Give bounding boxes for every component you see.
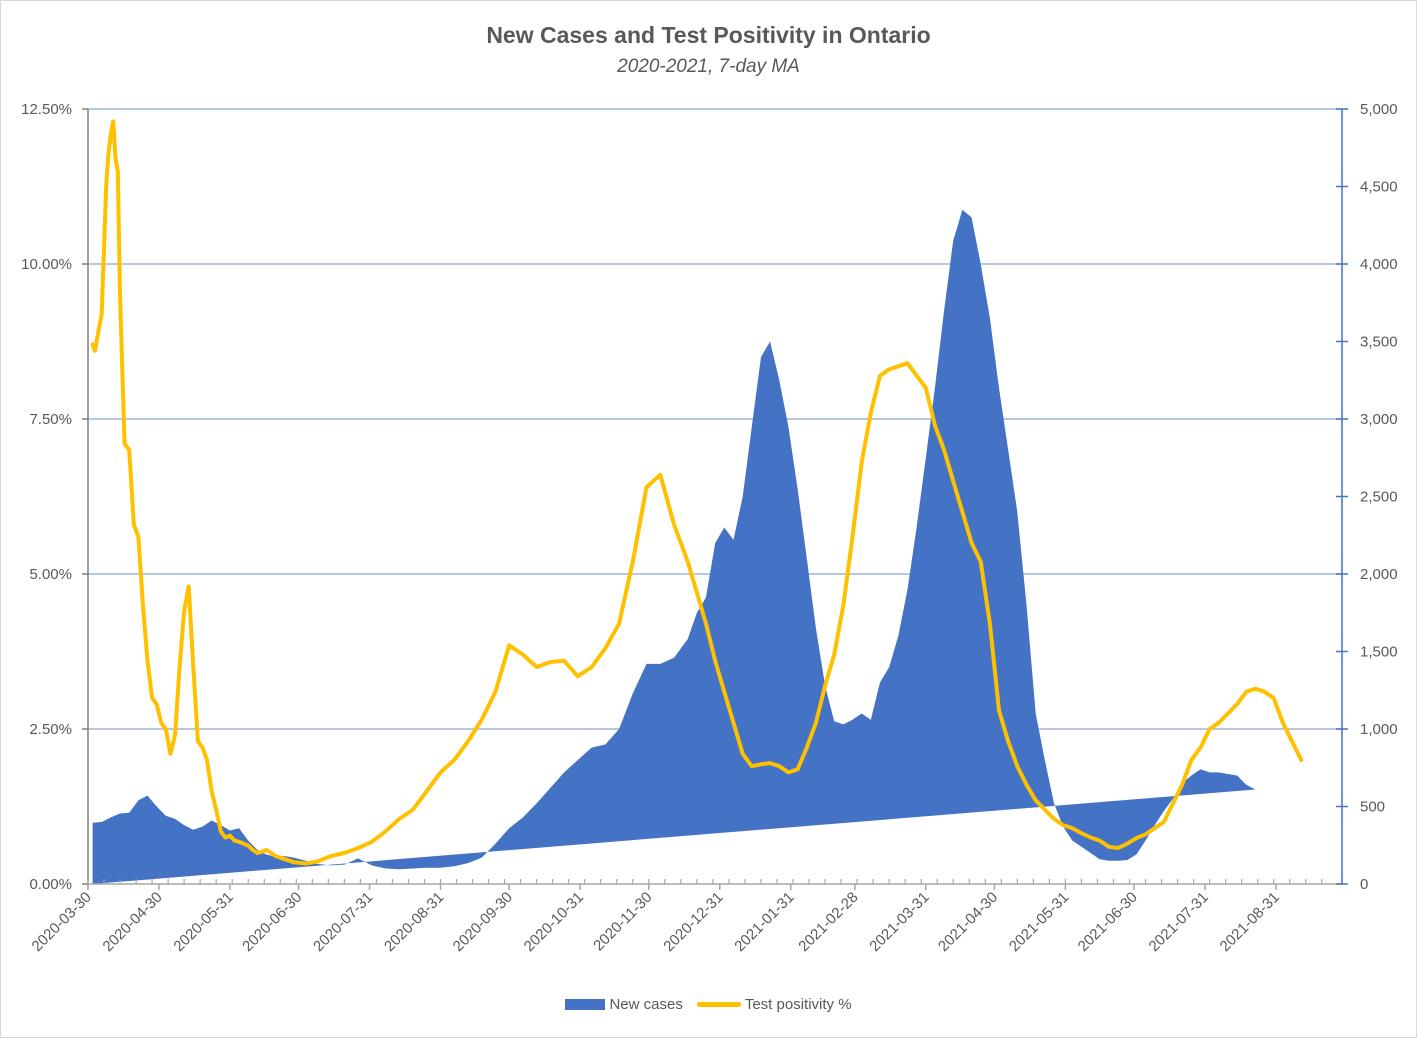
x-axis-ticks: 2020-03-30 2020-04-30 2020-05-31 2020-06-30… xyxy=(29,879,1323,955)
right-tick-label: 1,000 xyxy=(1360,721,1398,738)
legend-label: Test positivity % xyxy=(744,996,852,1013)
legend: New cases Test positivity % xyxy=(0,996,1417,1013)
legend-swatch-line xyxy=(696,1002,741,1007)
legend-label: New cases xyxy=(609,996,683,1013)
x-tick-label: 2021-05-31 xyxy=(1006,889,1072,955)
chart-subtitle: 2020-2021, 7-day MA xyxy=(617,56,800,77)
x-tick-label: 2020-04-30 xyxy=(100,889,166,955)
x-tick-label: 2021-01-31 xyxy=(731,889,797,955)
x-tick-label: 2021-03-31 xyxy=(866,889,932,955)
legend-item-new-cases[interactable]: New cases xyxy=(565,996,683,1013)
left-axis-ticks: 0.00% 2.50% 5.00% 7.50% 10.00% 12.50% xyxy=(21,101,88,893)
left-tick-label: 7.50% xyxy=(29,411,72,428)
positivity-line-layer xyxy=(90,119,1304,866)
x-tick-label: 2021-04-30 xyxy=(935,889,1001,955)
x-tick-label: 2021-02-28 xyxy=(795,889,861,955)
x-tick-label: 2020-11-30 xyxy=(590,889,655,954)
right-tick-label: 1,500 xyxy=(1360,644,1398,661)
x-tick-label: 2021-08-31 xyxy=(1217,889,1283,955)
x-tick-label: 2020-03-30 xyxy=(29,889,95,955)
x-tick-label: 2020-12-31 xyxy=(660,889,726,955)
right-tick-label: 3,000 xyxy=(1360,411,1398,428)
legend-item-test-positivity[interactable]: Test positivity % xyxy=(696,996,852,1013)
x-tick-label: 2020-10-31 xyxy=(521,889,587,955)
x-tick-label: 2020-05-31 xyxy=(170,889,236,955)
right-tick-label: 0 xyxy=(1360,876,1368,893)
legend-swatch-area xyxy=(565,999,606,1010)
x-tick-label: 2021-07-31 xyxy=(1146,889,1212,955)
x-tick-label: 2020-07-31 xyxy=(310,889,376,955)
x-tick-label: 2020-08-31 xyxy=(381,889,447,955)
right-tick-label: 2,000 xyxy=(1360,566,1398,583)
right-tick-label: 500 xyxy=(1360,799,1385,816)
chart-title: New Cases and Test Positivity in Ontario xyxy=(486,22,931,48)
left-tick-label: 0.00% xyxy=(29,876,72,893)
left-tick-label: 2.50% xyxy=(29,721,72,738)
right-tick-label: 5,000 xyxy=(1360,101,1398,118)
left-tick-label: 12.50% xyxy=(21,101,72,118)
right-tick-label: 4,000 xyxy=(1360,256,1398,273)
right-tick-label: 3,500 xyxy=(1360,334,1398,351)
series-line-test-positivity xyxy=(90,119,1304,866)
left-tick-label: 5.00% xyxy=(29,566,72,583)
x-tick-label: 2020-06-30 xyxy=(239,889,305,955)
x-tick-label: 2021-06-30 xyxy=(1075,889,1141,955)
right-axis-ticks: 0 500 1,000 1,500 2,000 2,500 3,000 3,500 4,000 4… xyxy=(1336,101,1398,893)
x-tick-label: 2020-09-30 xyxy=(450,889,516,955)
right-tick-label: 2,500 xyxy=(1360,489,1398,506)
series-area-new-cases xyxy=(92,209,1256,885)
right-tick-label: 4,500 xyxy=(1360,179,1398,196)
cases-area-layer xyxy=(92,209,1256,885)
left-tick-label: 10.00% xyxy=(21,256,72,273)
